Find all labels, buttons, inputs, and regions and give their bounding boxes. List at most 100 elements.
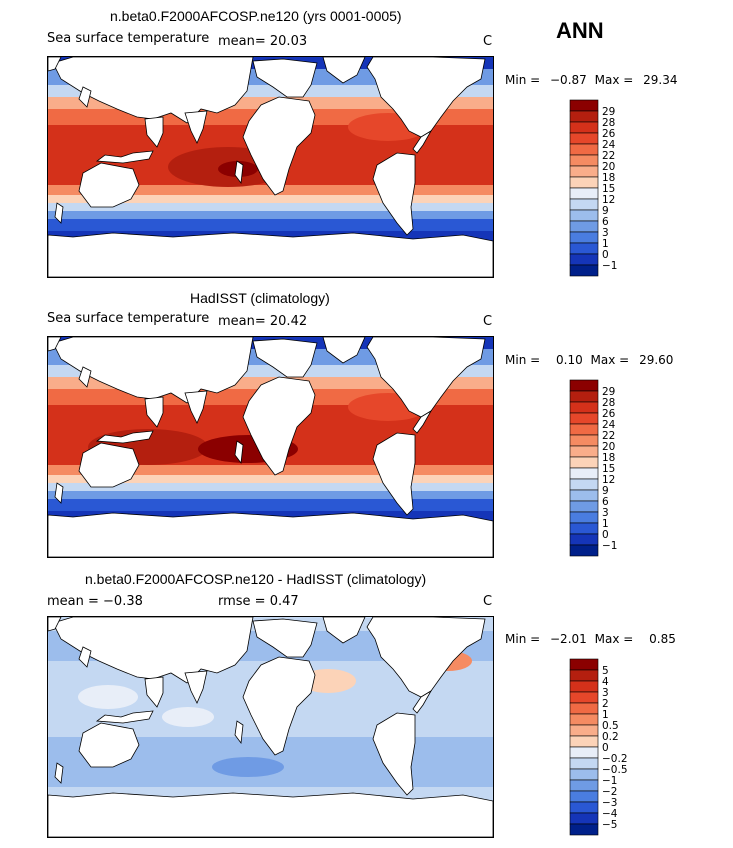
colorbar-swatch [569, 187, 599, 200]
colorbar-swatch [569, 231, 599, 244]
colorbar-swatch [569, 779, 599, 792]
colorbar-swatch [569, 456, 599, 469]
colorbar-swatch [569, 511, 599, 524]
colorbar-tick-label: −0.2 [602, 753, 628, 765]
colorbar-swatch [569, 500, 599, 513]
colorbar-swatch [569, 132, 599, 145]
colorbar-swatch [569, 423, 599, 436]
colorbar-tick-label: 5 [602, 665, 609, 677]
panel1-variable-label: Sea surface temperature [47, 31, 210, 46]
colorbar-swatch [569, 198, 599, 211]
panel1-title: n.beta0.F2000AFCOSP.ne120 (yrs 0001-0005… [110, 8, 402, 24]
colorbar-tick-label: 15 [602, 463, 615, 475]
panel3-minmax: Min = −2.01 Max = 0.85 [505, 632, 676, 646]
panel1-min-value: −0.87 [550, 73, 587, 87]
panel1-max-value: 29.34 [643, 73, 678, 87]
panel2-min-label: Min = [505, 353, 541, 367]
colorbar-tick-label: 4 [602, 676, 609, 688]
colorbar-tick-label: 15 [602, 183, 615, 195]
colorbar-tick-label: −3 [602, 797, 617, 809]
colorbar-tick-label: −2 [602, 786, 617, 798]
panel2-mean-label: mean= 20.42 [218, 314, 308, 329]
colorbar-swatch [569, 176, 599, 189]
panel3-title: n.beta0.F2000AFCOSP.ne120 - HadISST (cli… [85, 571, 427, 587]
colorbar-tick-label: 18 [602, 172, 615, 184]
colorbar-swatch [569, 154, 599, 167]
colorbar-swatch [569, 544, 599, 557]
colorbar-swatch [569, 823, 599, 836]
colorbar-tick-label: 1 [602, 709, 609, 721]
colorbar-swatch [569, 691, 599, 704]
colorbar-tick-label: 2 [602, 698, 609, 710]
colorbar-tick-label: 18 [602, 452, 615, 464]
colorbar-tick-label: 1 [602, 518, 609, 530]
colorbar-swatch [569, 801, 599, 814]
colorbar-tick-label: 22 [602, 150, 615, 162]
colorbar-tick-label: 0.5 [602, 720, 619, 732]
colorbar-tick-label: 24 [602, 139, 616, 151]
colorbar-tick-label: 0 [602, 249, 609, 261]
colorbar-tick-label: 9 [602, 485, 609, 497]
colorbar-tick-label: 3 [602, 507, 609, 519]
colorbar-swatch [569, 390, 599, 403]
panel1-units: C [483, 34, 493, 49]
panel2-title: HadISST (climatology) [190, 290, 330, 306]
panel3-max-label: Max = [594, 632, 634, 646]
panel1-max-label: Max = [594, 73, 634, 87]
colorbar-tick-label: 0 [602, 529, 609, 541]
colorbar-swatch [569, 757, 599, 770]
colorbar-swatch [569, 220, 599, 233]
colorbar-tick-label: −1 [602, 540, 617, 552]
panel1-mean-label: mean= 20.03 [218, 34, 308, 49]
colorbar-tick-label: 29 [602, 106, 615, 118]
colorbar-tick-label: −4 [602, 808, 618, 820]
colorbar-swatch [569, 264, 599, 277]
colorbar-tick-label: 3 [602, 227, 609, 239]
panel2-max-value: 29.60 [639, 353, 674, 367]
colorbar-swatch [569, 746, 599, 759]
colorbar-swatch [569, 724, 599, 737]
panel2-map [47, 336, 494, 558]
colorbar-tick-label: 12 [602, 474, 615, 486]
colorbar-swatch [569, 812, 599, 825]
colorbar-swatch [569, 768, 599, 781]
panel2-variable-label: Sea surface temperature [47, 311, 210, 326]
colorbar-swatch [569, 702, 599, 715]
colorbar-swatch [569, 445, 599, 458]
colorbar-tick-label: 22 [602, 430, 615, 442]
colorbar-tick-label: 6 [602, 496, 609, 508]
colorbar-swatch [569, 434, 599, 447]
colorbar-swatch [569, 680, 599, 693]
colorbar-tick-label: 26 [602, 128, 616, 140]
colorbar-swatch [569, 790, 599, 803]
colorbar-swatch [569, 489, 599, 502]
panel2-min-value: 0.10 [556, 353, 583, 367]
colorbar-tick-label: −0.5 [602, 764, 628, 776]
panel3-mean-label: mean = −0.38 [47, 594, 143, 609]
colorbar-swatch [569, 522, 599, 535]
panel3-units: C [483, 594, 493, 609]
colorbar-swatch [569, 467, 599, 480]
colorbar-swatch [569, 143, 599, 156]
colorbar-tick-label: 3 [602, 687, 609, 699]
panel3-min-label: Min = [505, 632, 541, 646]
panel1-minmax: Min = −0.87 Max = 29.34 [505, 73, 677, 87]
colorbar-tick-label: 12 [602, 194, 615, 206]
colorbar-tick-label: 1 [602, 238, 609, 250]
colorbar-tick-label: −1 [602, 775, 617, 787]
colorbar-swatch [569, 99, 599, 112]
colorbar-tick-label: 0 [602, 742, 609, 754]
colorbar-swatch [569, 658, 599, 671]
colorbar-tick-label: 9 [602, 205, 609, 217]
colorbar-tick-label: 0.2 [602, 731, 619, 743]
colorbar-swatch [569, 110, 599, 123]
colorbar-swatch [569, 669, 599, 682]
panel3-rmse-label: rmse = 0.47 [218, 594, 299, 609]
colorbar-tick-label: 6 [602, 216, 609, 228]
season-label: ANN [556, 18, 604, 43]
panel3-max-value: 0.85 [649, 632, 676, 646]
panel1-map [47, 56, 494, 278]
colorbar-tick-label: −1 [602, 260, 617, 272]
